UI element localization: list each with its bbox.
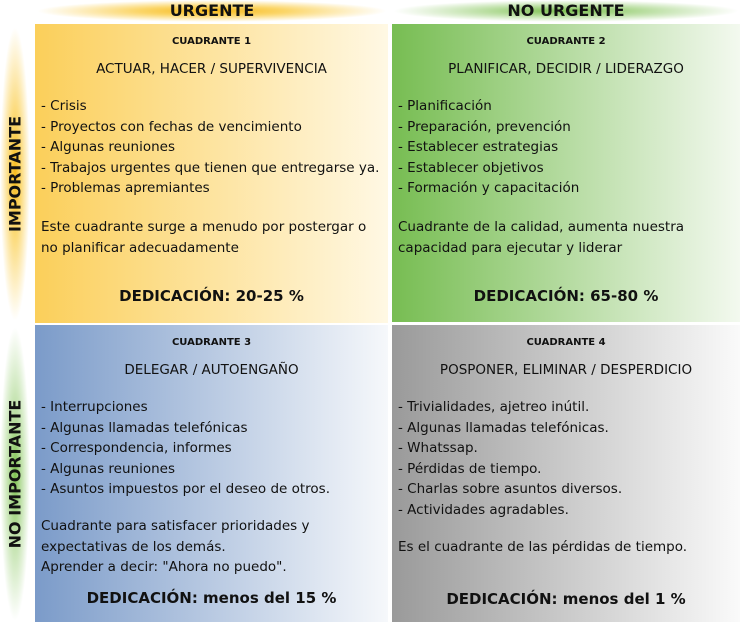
description-line: Es el cuadrante de las pérdidas de tiemp…	[398, 539, 688, 555]
quadrant-3: CUADRANTE 3 DELEGAR / AUTOENGAÑO - Interru…	[35, 325, 388, 622]
description-line: capacidad para ejecutar y liderar	[398, 239, 623, 256]
dedication-label: DEDICACIÓN: 65-80 %	[473, 287, 659, 305]
item-list: - Crisis - Proyectos con fechas de vencim…	[41, 96, 379, 199]
description-line: Aprender a decir: "Ahora no puedo".	[41, 559, 287, 575]
quadrant-description: Cuadrante de la calidad, aumenta nuestra…	[398, 217, 734, 258]
list-item: - Pérdidas de tiempo.	[398, 460, 542, 477]
list-item: - Proyectos con fechas de vencimiento	[41, 118, 302, 135]
item-list: - Trivialidades, ajetreo inútil. - Alguna…	[398, 397, 622, 520]
list-item: - Whatssap.	[398, 440, 478, 456]
quadrant-subtitle: DELEGAR / AUTOENGAÑO	[124, 362, 299, 378]
description-line: Este cuadrante surge a menudo por poster…	[41, 219, 367, 235]
quadrant-subtitle: ACTUAR, HACER / SUPERVIVENCIA	[96, 61, 327, 77]
description-line: no planificar adecuadamente	[41, 239, 239, 256]
list-item: - Algunas llamadas telefónicas.	[398, 419, 609, 436]
item-list: - Planificación - Preparación, prevención…	[398, 96, 579, 199]
list-item: - Algunas reuniones	[41, 139, 176, 155]
description-line: Cuadrante de la calidad, aumenta nuestra	[398, 219, 685, 235]
quadrant-2: CUADRANTE 2 PLANIFICAR, DECIDIR / LIDERAZ…	[392, 24, 740, 322]
row-header-no-importante: NO IMPORTANTE	[0, 326, 30, 622]
list-item: - Establecer estrategias	[398, 139, 559, 155]
row-label: IMPORTANTE	[5, 115, 25, 233]
quadrant-subtitle: POSPONER, ELIMINAR / DESPERDICIO	[439, 362, 693, 378]
row-label: NO IMPORTANTE	[5, 399, 25, 549]
description-line: Cuadrante para satisfacer prioridades y	[41, 518, 310, 534]
list-item: - Problemas apremiantes	[41, 180, 210, 196]
quadrant-description: Es el cuadrante de las pérdidas de tiemp…	[398, 537, 734, 558]
list-item: - Trabajos urgentes que tienen que entre…	[41, 159, 380, 176]
list-item: - Algunas llamadas telefónicas	[41, 419, 248, 436]
list-item: - Establecer objetivos	[398, 159, 544, 176]
list-item: - Trivialidades, ajetreo inútil.	[398, 399, 590, 415]
quadrant-title: CUADRANTE 2	[526, 36, 606, 47]
list-item: - Correspondencia, informes	[41, 440, 232, 456]
quadrant-subtitle: PLANIFICAR, DECIDIR / LIDERAZGO	[448, 61, 684, 77]
list-item: - Interrupciones	[41, 399, 148, 415]
column-header-urgente: URGENTE	[36, 0, 388, 22]
dedication-label: DEDICACIÓN: 20-25 %	[119, 287, 304, 305]
column-header-no-urgente: NO URGENTE	[392, 0, 740, 22]
quadrant-description: Este cuadrante surge a menudo por poster…	[41, 217, 382, 258]
list-item: - Preparación, prevención	[398, 118, 571, 135]
quadrant-description: Cuadrante para satisfacer prioridades y e…	[41, 516, 382, 578]
quadrant-1: CUADRANTE 1 ACTUAR, HACER / SUPERVIVENCIA…	[35, 24, 388, 323]
dedication-label: DEDICACIÓN: menos del 1 %	[446, 590, 686, 608]
quadrant-title: CUADRANTE 1	[171, 36, 252, 47]
quadrant-title: CUADRANTE 4	[526, 337, 606, 348]
list-item: - Charlas sobre asuntos diversos.	[398, 481, 623, 497]
quadrant-4: CUADRANTE 4 POSPONER, ELIMINAR / DESPERDI…	[392, 325, 740, 622]
list-item: - Actividades agradables.	[398, 501, 569, 518]
list-item: - Planificación	[398, 98, 492, 114]
list-item: - Crisis	[41, 98, 87, 114]
quadrant-title: CUADRANTE 3	[171, 337, 252, 348]
list-item: - Formación y capacitación	[398, 180, 580, 196]
list-item: - Algunas reuniones	[41, 460, 176, 477]
list-item: - Asuntos impuestos por el deseo de otro…	[41, 481, 331, 497]
dedication-label: DEDICACIÓN: menos del 15 %	[86, 589, 337, 607]
row-header-importante: IMPORTANTE	[0, 26, 30, 322]
item-list: - Interrupciones - Algunas llamadas telef…	[41, 397, 330, 500]
description-line: expectativas de los demás.	[41, 538, 226, 555]
